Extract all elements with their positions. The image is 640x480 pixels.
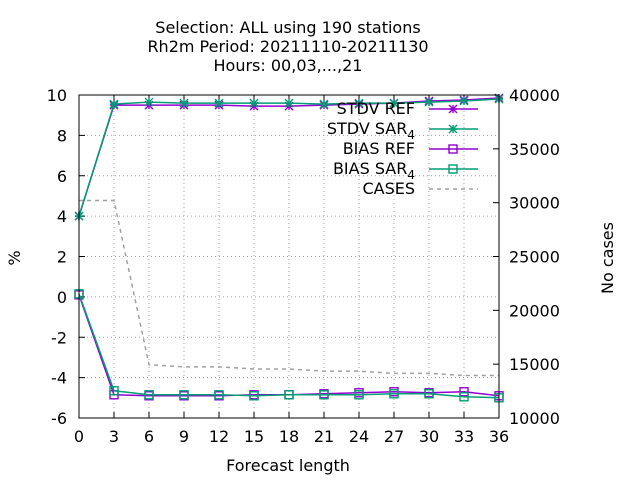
x-tick-label: 24: [349, 427, 369, 446]
y2-tick-label: 10000: [509, 409, 560, 428]
data-point: [144, 97, 154, 107]
series-line: [78, 293, 500, 399]
y2-tick-label: 15000: [509, 355, 560, 374]
y2-tick-label: 20000: [509, 301, 560, 320]
x-tick-label: 18: [279, 427, 299, 446]
legend-marker: [448, 144, 458, 154]
y2-tick-label: 30000: [509, 194, 560, 213]
data-point: [214, 98, 224, 108]
y-tick-label: 4: [57, 207, 67, 226]
data-point: [459, 387, 469, 397]
y2-tick-label: 25000: [509, 248, 560, 267]
data-point: [109, 99, 119, 109]
series-line: [78, 294, 500, 397]
data-point: [284, 98, 294, 108]
series-cases: [79, 199, 499, 377]
data-point: [249, 98, 259, 108]
series-bias-sar-4: [74, 289, 504, 403]
y2-tick-label: 40000: [509, 86, 560, 105]
x-tick-label: 0: [74, 427, 84, 446]
y-tick-label: -2: [51, 328, 67, 347]
data-point: [179, 390, 189, 400]
x-tick-label: 15: [244, 427, 264, 446]
data-point: [319, 99, 329, 109]
y-tick-label: 0: [57, 288, 67, 307]
data-point: [249, 391, 259, 401]
tick-labels: 0 3 6 9 12 15 18 21 24 27 30 33 36-6-4-2024681010000…: [47, 86, 560, 446]
data-point: [284, 390, 294, 400]
chart-title-line-1: Selection: ALL using 190 stations: [155, 18, 420, 37]
series-line: [79, 199, 499, 377]
data-point: [354, 390, 364, 400]
x-tick-label: 33: [454, 427, 474, 446]
data-point: [109, 386, 119, 396]
y-tick-label: -4: [51, 369, 67, 388]
x-tick-label: 36: [489, 427, 509, 446]
x-tick-label: 6: [144, 427, 154, 446]
y-tick-label: -6: [51, 409, 67, 428]
data-point: [214, 390, 224, 400]
legend-label: BIAS REF: [343, 139, 415, 158]
x-tick-label: 12: [209, 427, 229, 446]
x-tick-label: 3: [109, 427, 119, 446]
x-tick-label: 30: [419, 427, 439, 446]
series-stdv-ref: [74, 93, 504, 221]
x-tick-label: 9: [179, 427, 189, 446]
x-tick-label: 27: [384, 427, 404, 446]
legend-marker: [448, 164, 458, 174]
x-tick-label: 21: [314, 427, 334, 446]
y2-axis-label: No cases: [598, 222, 617, 294]
data-point: [179, 98, 189, 108]
y2-tick-label: 35000: [509, 140, 560, 159]
plot-frame: [78, 94, 500, 419]
data-point: [424, 97, 434, 107]
y-tick-label: 6: [57, 167, 67, 186]
legend-marker: [448, 124, 458, 134]
chart-title: Selection: ALL using 190 stations Rh2m P…: [147, 18, 428, 75]
legend-marker: [448, 104, 458, 114]
legend-label: BIAS SAR4: [333, 159, 415, 182]
data-point: [424, 389, 434, 399]
x-axis-label: Forecast length: [226, 456, 350, 475]
data-point: [459, 96, 469, 106]
data-point: [144, 390, 154, 400]
y-axis-label: %: [5, 250, 24, 265]
y-tick-label: 10: [47, 86, 67, 105]
chart-title-line-2: Rh2m Period: 20211110-20211130: [147, 37, 428, 56]
legend-label: CASES: [362, 179, 415, 198]
data-point: [319, 390, 329, 400]
y-tick-label: 8: [57, 126, 67, 145]
series-stdv-sar-4: [74, 94, 504, 221]
plot-series: [74, 93, 504, 403]
grid: [78, 94, 500, 419]
data-point: [389, 98, 399, 108]
data-point: [354, 98, 364, 108]
legend-label: STDV SAR4: [327, 119, 415, 142]
legend-label: STDV REF: [337, 99, 415, 118]
y-tick-label: 2: [57, 248, 67, 267]
series-line: [78, 98, 500, 217]
data-point: [459, 392, 469, 402]
chart-title-line-3: Hours: 00,03,...,21: [214, 56, 363, 75]
data-point: [389, 389, 399, 399]
